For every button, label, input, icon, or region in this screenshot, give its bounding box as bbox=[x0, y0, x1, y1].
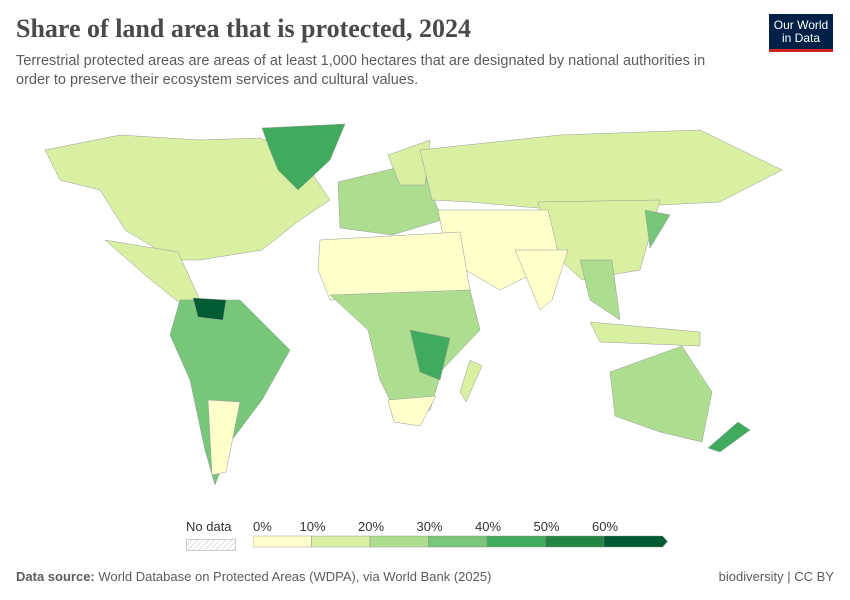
legend-bin-2[interactable] bbox=[369, 535, 429, 548]
source-label: Data source: bbox=[16, 569, 95, 584]
legend-tick: 40% bbox=[475, 519, 502, 534]
region-new-zealand[interactable] bbox=[707, 421, 751, 453]
region-tanzania-zambia[interactable] bbox=[409, 329, 451, 381]
legend-bin-4[interactable] bbox=[486, 535, 546, 548]
legend-tick: 20% bbox=[358, 519, 385, 534]
region-scandinavia[interactable] bbox=[387, 139, 431, 186]
world-map[interactable] bbox=[0, 110, 850, 510]
region-australia[interactable] bbox=[609, 345, 713, 443]
region-south-africa[interactable] bbox=[387, 395, 437, 427]
legend-bar bbox=[253, 535, 668, 548]
region-argentina-chile[interactable] bbox=[207, 399, 241, 476]
region-greenland[interactable] bbox=[261, 123, 346, 191]
source-text[interactable]: World Database on Protected Areas (WDPA)… bbox=[98, 569, 492, 584]
legend-bin-3[interactable] bbox=[428, 535, 488, 548]
region-venezuela[interactable] bbox=[192, 297, 227, 321]
region-north-america[interactable] bbox=[44, 134, 331, 261]
region-russia-north-asia[interactable] bbox=[419, 129, 783, 211]
region-madagascar[interactable] bbox=[459, 359, 483, 403]
legend-bin-5[interactable] bbox=[545, 535, 605, 548]
region-south-america[interactable] bbox=[169, 299, 291, 486]
legend-tick: 10% bbox=[299, 519, 326, 534]
region-central-south-africa[interactable] bbox=[329, 289, 481, 421]
legend-bin-0[interactable] bbox=[253, 535, 312, 548]
footer-right[interactable]: biodiversity | CC BY bbox=[718, 569, 834, 584]
data-source: Data source: World Database on Protected… bbox=[16, 569, 491, 584]
region-southeast-asia[interactable] bbox=[579, 259, 621, 321]
owid-logo[interactable]: Our World in Data bbox=[769, 14, 833, 52]
chart-subtitle: Terrestrial protected areas are areas of… bbox=[16, 53, 706, 88]
region-japan[interactable] bbox=[644, 209, 671, 249]
region-indonesia[interactable] bbox=[589, 321, 701, 347]
region-north-africa[interactable] bbox=[317, 231, 471, 301]
legend-bin-6[interactable] bbox=[603, 535, 668, 548]
region-india[interactable] bbox=[514, 249, 569, 311]
legend-no-data-label: No data bbox=[186, 519, 232, 534]
chart-title: Share of land area that is protected, 20… bbox=[16, 14, 471, 43]
legend-no-data-swatch bbox=[186, 539, 236, 551]
legend-tick: 60% bbox=[592, 519, 619, 534]
legend-tick: 0% bbox=[253, 519, 272, 534]
legend-bin-1[interactable] bbox=[311, 535, 371, 548]
legend-tick: 30% bbox=[416, 519, 443, 534]
legend-tick: 50% bbox=[533, 519, 560, 534]
